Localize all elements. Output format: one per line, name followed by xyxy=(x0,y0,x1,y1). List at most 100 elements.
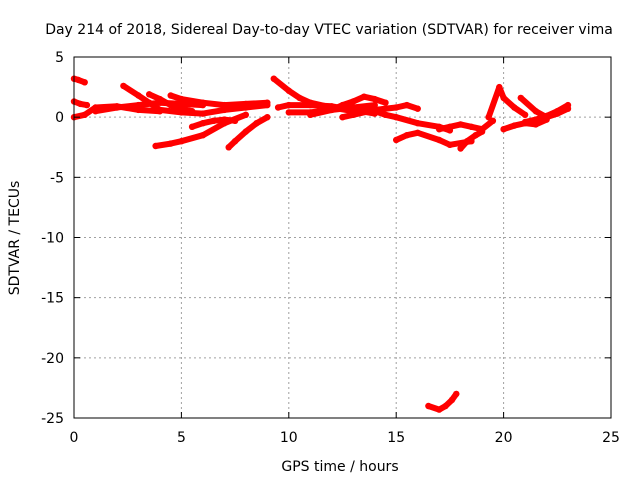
data-point xyxy=(199,99,207,106)
data-point xyxy=(242,128,249,135)
x-tick-label: 10 xyxy=(280,430,298,446)
data-point xyxy=(285,109,292,116)
track-t2 xyxy=(70,98,91,109)
data-point xyxy=(92,108,99,115)
data-point xyxy=(270,75,277,82)
track-t17 xyxy=(393,129,475,148)
data-point xyxy=(371,108,378,115)
data-point xyxy=(339,101,346,109)
track-line xyxy=(457,128,486,152)
x-tick-label: 25 xyxy=(602,430,620,446)
data-point xyxy=(199,120,207,127)
data-point xyxy=(156,95,164,103)
data-point xyxy=(188,123,196,130)
data-point xyxy=(457,145,464,152)
data-point xyxy=(403,101,411,109)
track-t15 xyxy=(339,101,421,121)
track-t19 xyxy=(457,128,486,152)
data-point xyxy=(178,138,185,145)
data-point xyxy=(77,100,84,108)
data-point xyxy=(253,120,260,127)
track-t1 xyxy=(70,75,88,86)
data-point xyxy=(350,111,357,119)
data-point xyxy=(485,114,492,121)
data-tracks xyxy=(70,75,572,413)
data-point xyxy=(81,79,88,86)
data-point xyxy=(221,106,228,114)
data-point xyxy=(448,396,456,404)
data-point xyxy=(496,83,503,91)
track-t5 xyxy=(120,82,271,117)
data-point xyxy=(564,101,572,109)
track-line xyxy=(485,84,529,121)
track-t9 xyxy=(188,116,239,130)
data-point xyxy=(296,94,303,102)
data-point xyxy=(221,116,228,123)
data-point xyxy=(83,101,91,109)
data-point xyxy=(442,402,449,410)
x-tick-label: 20 xyxy=(495,430,513,446)
y-axis-ticks: 5 0 -5 -10 -15 -20 -25 xyxy=(41,50,611,427)
data-point xyxy=(472,132,479,139)
track-t6 xyxy=(146,91,196,115)
data-point xyxy=(167,92,174,99)
data-point xyxy=(225,144,232,151)
data-point xyxy=(500,126,507,133)
data-point xyxy=(135,101,142,109)
data-point xyxy=(210,117,217,125)
data-point xyxy=(81,111,88,119)
data-point xyxy=(517,94,524,102)
data-point xyxy=(436,136,443,144)
x-tick-label: 15 xyxy=(387,430,405,446)
data-point xyxy=(231,138,239,145)
data-point xyxy=(242,111,249,119)
data-point xyxy=(393,104,400,111)
data-point xyxy=(264,99,271,106)
data-point xyxy=(543,112,550,120)
data-point xyxy=(371,101,378,109)
data-point xyxy=(554,108,561,115)
data-point xyxy=(489,117,497,125)
y-tick-label: -15 xyxy=(41,291,64,307)
data-point xyxy=(468,123,475,130)
data-point xyxy=(414,120,421,127)
data-point xyxy=(146,99,153,106)
data-point xyxy=(113,104,121,111)
track-t23 xyxy=(521,101,572,126)
data-point xyxy=(500,94,507,102)
x-tick-label: 0 xyxy=(70,430,79,446)
data-point xyxy=(120,82,127,90)
data-point xyxy=(146,91,153,98)
y-tick-label: -5 xyxy=(50,170,64,186)
x-tick-label: 5 xyxy=(177,430,186,446)
data-point xyxy=(393,114,400,121)
data-point xyxy=(382,111,389,119)
data-point xyxy=(463,138,471,145)
track-t7 xyxy=(167,92,271,109)
data-point xyxy=(425,402,432,410)
data-point xyxy=(360,93,368,100)
y-tick-label: 0 xyxy=(55,110,64,126)
data-point xyxy=(453,390,460,398)
data-point xyxy=(350,104,357,111)
data-point xyxy=(414,129,421,136)
data-point xyxy=(511,122,518,129)
data-point xyxy=(199,110,207,117)
data-point xyxy=(403,132,411,139)
data-point xyxy=(478,128,486,135)
data-point xyxy=(285,87,292,94)
data-point xyxy=(436,126,443,133)
data-point xyxy=(178,95,185,103)
data-point xyxy=(328,106,335,114)
y-axis-label: SDTVAR / TECUs xyxy=(7,181,23,296)
data-point xyxy=(414,105,421,112)
chart-title: Day 214 of 2018, Sidereal Day-to-day VTE… xyxy=(45,22,613,38)
data-point xyxy=(532,108,539,115)
data-point xyxy=(521,111,529,119)
data-point xyxy=(167,101,174,109)
data-point xyxy=(446,123,454,130)
data-point xyxy=(532,116,539,123)
data-point xyxy=(152,142,159,150)
data-point xyxy=(436,406,443,413)
data-point xyxy=(285,101,292,109)
